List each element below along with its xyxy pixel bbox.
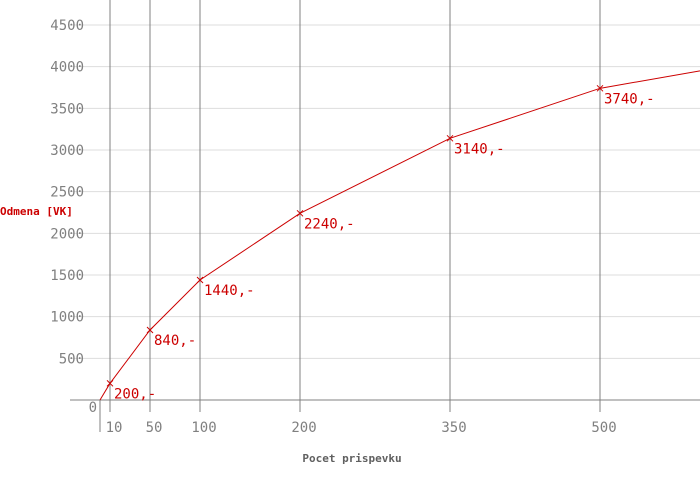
x-tick-label: 100 bbox=[191, 420, 216, 436]
vertical-gridlines bbox=[109, 0, 601, 412]
data-labels: 200,- 840,- 1440,- 2240,- 3140,- 3740,- bbox=[114, 91, 655, 402]
data-point bbox=[146, 326, 154, 334]
data-point bbox=[106, 379, 114, 387]
point-marker-stroke bbox=[596, 84, 604, 92]
x-tick-label: 200 bbox=[291, 420, 316, 436]
point-marker-stroke bbox=[446, 134, 454, 142]
y-tick-label: 0 bbox=[89, 400, 97, 416]
point-marker-stroke bbox=[146, 326, 154, 334]
y-tick-labels: 0 500 1000 1500 2000 2500 3000 3500 4000 4500 bbox=[50, 18, 97, 416]
y-axis-title: Odmena [VK] bbox=[0, 205, 73, 218]
data-point bbox=[296, 209, 304, 217]
series-layer bbox=[99, 70, 700, 401]
x-tick-labels: 10 50 100 200 350 500 bbox=[106, 420, 617, 436]
y-tick-label: 4500 bbox=[50, 18, 84, 34]
point-markers bbox=[106, 84, 604, 387]
point-marker-stroke bbox=[196, 276, 204, 284]
data-label: 1440,- bbox=[204, 283, 255, 299]
series-line bbox=[99, 70, 700, 401]
y-tick-label: 1500 bbox=[50, 268, 84, 284]
x-tick-label: 350 bbox=[441, 420, 466, 436]
x-axis-title: Pocet prispevku bbox=[302, 452, 401, 465]
x-tick-label: 50 bbox=[146, 420, 163, 436]
y-tick-label: 2000 bbox=[50, 226, 84, 242]
y-tick-label: 3000 bbox=[50, 143, 84, 159]
x-tick-label: 10 bbox=[106, 420, 123, 436]
data-label: 200,- bbox=[114, 386, 156, 402]
y-tick-label: 2500 bbox=[50, 185, 84, 201]
y-tick-label: 500 bbox=[59, 351, 84, 367]
data-point bbox=[596, 84, 604, 92]
y-tick-label: 1000 bbox=[50, 310, 84, 326]
data-label: 3740,- bbox=[604, 91, 655, 107]
data-label: 2240,- bbox=[304, 216, 355, 232]
data-point bbox=[196, 276, 204, 284]
y-tick-label: 3500 bbox=[50, 101, 84, 117]
point-marker-stroke bbox=[296, 209, 304, 217]
y-tick-label: 4000 bbox=[50, 60, 84, 76]
point-marker-stroke bbox=[106, 379, 114, 387]
data-point bbox=[446, 134, 454, 142]
horizontal-gridlines bbox=[70, 24, 700, 359]
x-tick-label: 500 bbox=[591, 420, 616, 436]
axes bbox=[70, 399, 700, 432]
data-label: 3140,- bbox=[454, 141, 505, 157]
data-label: 840,- bbox=[154, 333, 196, 349]
